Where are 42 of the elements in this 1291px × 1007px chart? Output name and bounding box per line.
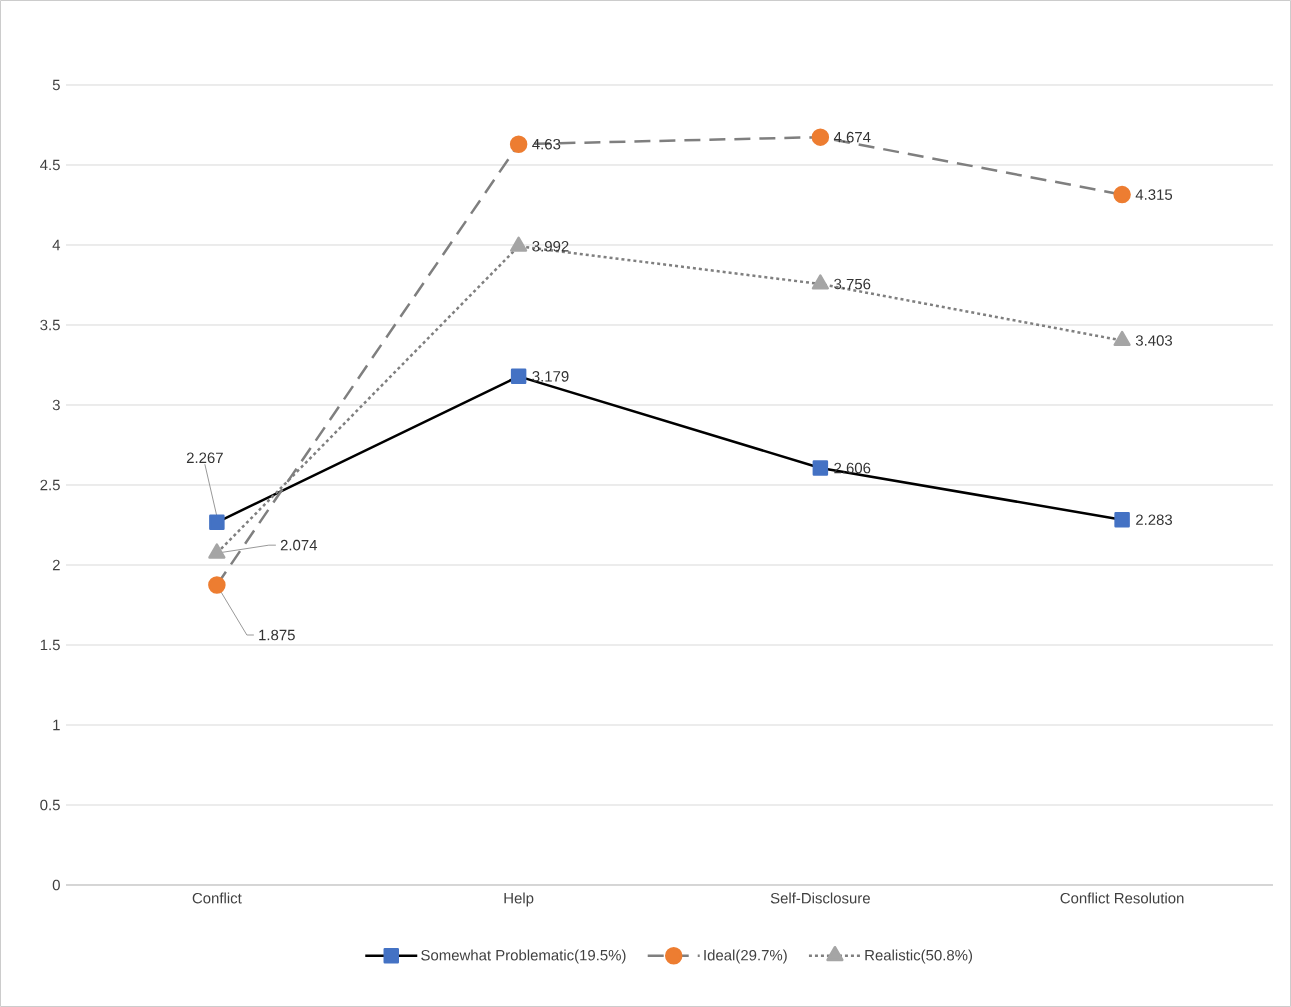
y-tick-label: 1.5	[40, 639, 60, 651]
legend-label: Ideal(29.7%)	[704, 949, 787, 964]
point	[510, 236, 528, 252]
legend-label: Realistic(50.8%)	[865, 949, 973, 964]
x-tick-label: Conflict	[192, 892, 242, 904]
point	[811, 128, 830, 146]
data-label: 3.756	[834, 278, 871, 290]
point	[509, 135, 528, 153]
data-label: 3.179	[532, 371, 569, 382]
y-tick-label: 2	[52, 559, 60, 571]
point	[510, 368, 527, 385]
data-label: 3.992	[532, 240, 569, 252]
data-label: 4.315	[1135, 189, 1173, 200]
point	[1113, 185, 1131, 204]
point	[208, 576, 226, 594]
y-tick-label: 0	[52, 879, 60, 891]
point	[209, 514, 225, 531]
y-tick-label: 2.5	[40, 479, 60, 491]
y-tick-label: 4	[52, 239, 61, 251]
y-tick-label: 3.5	[40, 319, 60, 331]
y-tick-label: 1	[53, 719, 60, 731]
data-label: 4.63	[532, 138, 561, 150]
data-label: 3.403	[1135, 335, 1173, 346]
point	[1114, 511, 1130, 528]
x-tick-label: Help	[504, 892, 534, 907]
point	[208, 543, 226, 559]
x-tick-label: Conflict Resolution	[1060, 892, 1184, 904]
data-label: 2.606	[834, 462, 871, 474]
y-tick-label: 3	[52, 399, 60, 411]
y-tick-label: 0.5	[40, 799, 60, 811]
data-label: 1.875	[259, 629, 295, 641]
data-label: 4.674	[833, 131, 871, 143]
point	[1113, 330, 1131, 347]
y-tick-label: 5	[52, 79, 60, 91]
x-tick-label: Self-Disclosure	[770, 892, 870, 904]
legend-label: Somewhat Problematic(19.5%)	[421, 949, 626, 964]
data-label: 2.267	[186, 452, 223, 464]
point	[812, 460, 829, 476]
point	[811, 274, 829, 290]
data-label: 2.283	[1136, 514, 1173, 525]
data-label: 2.074	[280, 539, 318, 551]
y-tick-label: 4.5	[40, 159, 60, 171]
